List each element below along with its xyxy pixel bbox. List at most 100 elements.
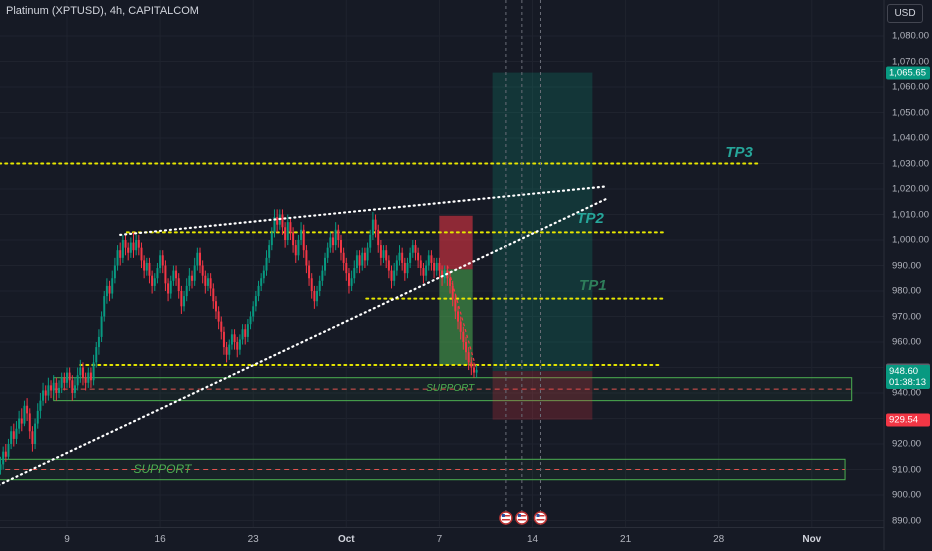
candle (393, 262, 396, 286)
candle (36, 403, 39, 429)
candle (76, 367, 79, 391)
candle (286, 214, 289, 246)
candle (121, 234, 124, 263)
candle-body (81, 367, 84, 378)
candle-body (89, 372, 92, 381)
candle (214, 296, 217, 320)
candle-body (20, 418, 23, 424)
candle (249, 311, 252, 330)
candle-body (321, 270, 324, 281)
candle-body (419, 260, 422, 269)
candle (467, 347, 470, 371)
time-tick-label: 16 (154, 534, 166, 545)
candle-body (366, 247, 369, 261)
candle-body (308, 265, 311, 279)
candle-body (84, 377, 87, 383)
candle-body (199, 252, 201, 266)
candle-body (0, 464, 2, 470)
candle (252, 301, 255, 322)
candle (305, 245, 308, 274)
candle-body (369, 234, 372, 248)
candle (427, 250, 430, 271)
candle (201, 260, 204, 284)
candle (12, 423, 15, 447)
time-tick-label: 7 (436, 534, 443, 545)
candle-body (417, 252, 420, 261)
candle-body (281, 214, 284, 228)
candle (472, 362, 475, 378)
candle-body (76, 375, 79, 386)
candle-body (268, 245, 271, 258)
candle-body (100, 316, 103, 337)
candle (18, 410, 21, 434)
candle (66, 367, 68, 388)
candle (409, 247, 412, 269)
candle-body (449, 278, 452, 286)
candle-body (105, 285, 108, 297)
candle (398, 245, 401, 266)
price-tick-label: 1,080.00 (892, 30, 929, 42)
candle-body (31, 431, 34, 444)
candle (300, 222, 303, 246)
candle-body (18, 418, 21, 429)
candle-body (425, 265, 428, 276)
candle-body (233, 334, 236, 342)
candle (23, 400, 26, 427)
candle (236, 336, 239, 358)
candle (321, 265, 324, 286)
candle (145, 257, 148, 276)
time-tick-label: 28 (713, 534, 725, 545)
candle-body (55, 382, 58, 393)
candle-body (292, 232, 295, 246)
candle-body (92, 362, 95, 381)
candle-body (73, 385, 76, 393)
candle (342, 247, 345, 271)
flag-circle (499, 511, 513, 525)
candle (28, 408, 31, 439)
candle (345, 257, 348, 281)
candle-body (145, 262, 148, 271)
candle (318, 275, 321, 297)
candle-body (363, 252, 366, 261)
candle-body (390, 270, 393, 281)
candle-body (313, 291, 316, 302)
long-position-profit-zone (492, 72, 593, 372)
candle-body (339, 240, 342, 253)
candle (284, 222, 287, 248)
candle-body (305, 250, 308, 266)
candle-body (225, 347, 228, 355)
candle (175, 265, 178, 286)
price-axis[interactable]: 1,080.00 1,070.00 1,060.00 1,050.00 1,040.00… (884, 0, 932, 527)
candle (52, 375, 55, 396)
candle-body (273, 217, 276, 233)
candle-body (374, 219, 377, 230)
candle (313, 285, 316, 309)
flag-canton (536, 514, 540, 517)
candle (103, 291, 106, 322)
candle-body (228, 344, 231, 355)
countdown-timer: 01:38:13 (889, 377, 926, 389)
price-tick-label: 910.00 (892, 464, 922, 475)
candle (196, 247, 199, 271)
candle (260, 273, 263, 291)
candle (209, 273, 212, 297)
candle-body (161, 255, 164, 266)
candle-body (151, 275, 154, 286)
candle-body (276, 217, 279, 225)
candle (180, 285, 183, 314)
candle-body (4, 451, 7, 457)
candle-body (222, 331, 225, 348)
candle (406, 257, 409, 279)
currency-button[interactable]: USD (887, 4, 923, 23)
candle-body (44, 390, 47, 396)
candle (401, 247, 404, 271)
candle-body (244, 329, 247, 337)
candle (422, 262, 425, 284)
time-axis[interactable]: 91623Oct7142128Nov11 (0, 527, 884, 551)
candle-body (71, 380, 74, 393)
candle (324, 252, 327, 276)
candle-body (443, 270, 446, 279)
short-position-profit-zone (439, 269, 473, 365)
time-tick-label: 23 (247, 534, 259, 545)
